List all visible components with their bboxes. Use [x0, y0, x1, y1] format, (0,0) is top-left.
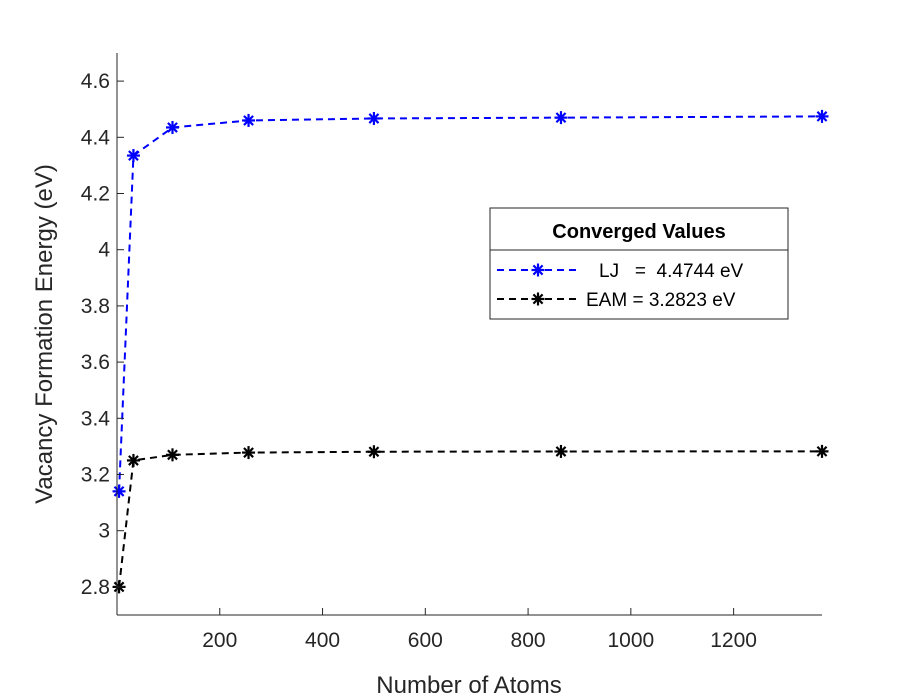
point-eam-3 [242, 446, 256, 460]
legend: Converged Values LJ = 4.4744 eV EAM = 3.… [489, 207, 789, 320]
y-tick-label-2: 3.2 [81, 464, 110, 487]
legend-entry-lj: LJ = 4.4744 eV [599, 261, 744, 282]
x-tick-label-4: 1000 [607, 629, 654, 652]
point-eam-5 [554, 444, 568, 458]
legend-marker-lj [531, 263, 545, 277]
x-tick-label-1: 400 [305, 629, 340, 652]
y-tick-label-5: 3.8 [81, 295, 110, 318]
point-lj-4 [367, 111, 381, 125]
legend-title: Converged Values [552, 221, 725, 243]
y-ticks: 2.8 3 3.2 3.4 3.6 3.8 4 4.2 4.4 4.6 [81, 70, 124, 599]
series-layer [112, 109, 829, 594]
x-axis-label: Number of Atoms [376, 672, 561, 699]
point-eam-1 [126, 453, 140, 467]
y-tick-label-4: 3.6 [81, 351, 110, 374]
point-eam-4 [367, 445, 381, 459]
point-lj-0 [112, 484, 126, 498]
legend-marker-eam [531, 292, 545, 306]
x-ticks: 200 400 600 800 1000 1200 [202, 608, 757, 652]
point-lj-1 [126, 149, 140, 163]
y-tick-label-0: 2.8 [81, 576, 110, 599]
point-lj-5 [554, 111, 568, 125]
y-axis-label: Vacancy Formation Energy (eV) [31, 164, 58, 504]
point-eam-2 [165, 448, 179, 462]
y-tick-label-9: 4.6 [81, 70, 110, 93]
legend-entry-eam: EAM = 3.2823 eV [586, 290, 736, 311]
x-tick-label-3: 800 [511, 629, 546, 652]
y-tick-label-1: 3 [98, 520, 110, 543]
legend-asterisk-lj [531, 263, 545, 277]
y-tick-label-6: 4 [98, 239, 110, 262]
x-tick-label-5: 1200 [710, 629, 757, 652]
y-tick-label-8: 4.4 [81, 126, 111, 149]
y-tick-label-7: 4.2 [81, 183, 110, 206]
legend-asterisk-eam [531, 292, 545, 306]
plot-area [117, 53, 822, 615]
point-lj-2 [165, 120, 179, 134]
point-lj-6 [815, 109, 829, 123]
x-tick-label-0: 200 [202, 629, 237, 652]
y-tick-label-3: 3.4 [81, 407, 111, 430]
point-lj-3 [242, 113, 256, 127]
point-eam-6 [815, 444, 829, 458]
x-tick-label-2: 600 [408, 629, 443, 652]
